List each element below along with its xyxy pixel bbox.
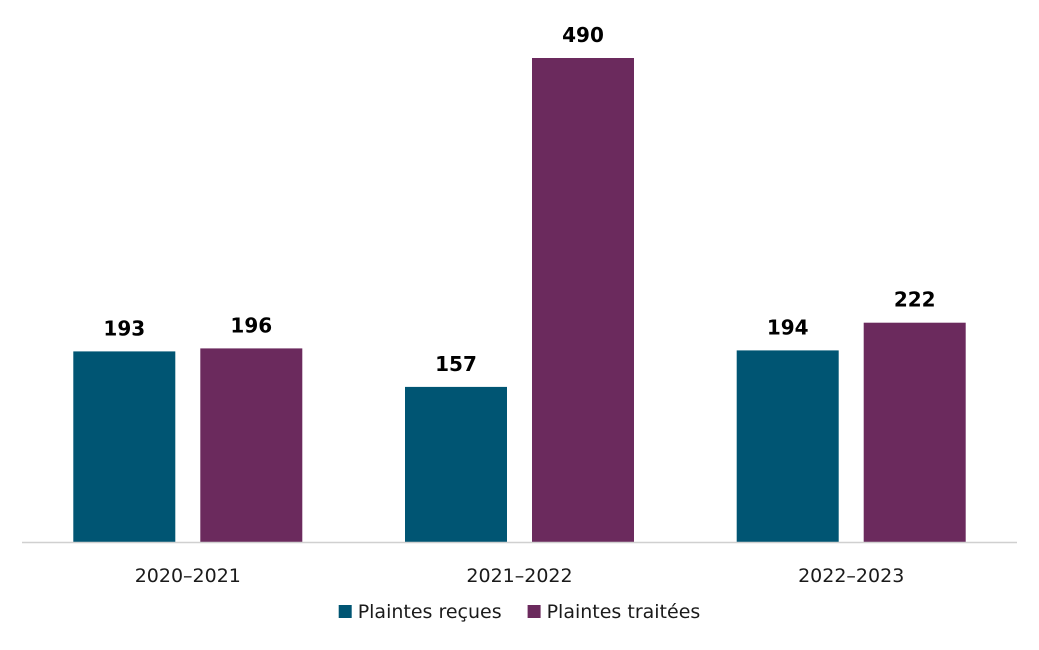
bars-layer — [73, 58, 966, 542]
bar-processed-2 — [532, 58, 634, 542]
legend-item-processed: Plaintes traitées — [527, 601, 701, 623]
legend: Plaintes reçues Plaintes traitées — [338, 601, 701, 623]
legend-swatch — [338, 605, 352, 618]
bar-processed-3 — [863, 322, 966, 542]
value-labels-layer: 193 196 157 490 194 222 — [103, 23, 935, 376]
data-label: 157 — [435, 352, 477, 376]
data-label: 193 — [103, 316, 145, 340]
x-tick-label: 2021–2022 — [466, 565, 572, 587]
bar-received-3 — [736, 350, 839, 542]
legend-swatch — [527, 605, 541, 618]
bar-received-2 — [405, 386, 507, 542]
x-tick-label: 2022–2023 — [798, 565, 904, 587]
x-tick-labels: 2020–2021 2021–2022 2022–2023 — [135, 565, 905, 587]
data-label: 222 — [894, 288, 936, 312]
legend-item-received: Plaintes reçues — [338, 601, 502, 623]
x-tick-label: 2020–2021 — [135, 565, 241, 587]
bar-received-1 — [73, 351, 176, 542]
data-label: 196 — [230, 313, 272, 337]
data-label: 194 — [767, 315, 809, 339]
bar-processed-1 — [200, 348, 303, 542]
data-label: 490 — [562, 23, 604, 47]
legend-label: Plaintes traitées — [547, 601, 701, 623]
legend-label: Plaintes reçues — [358, 601, 502, 623]
